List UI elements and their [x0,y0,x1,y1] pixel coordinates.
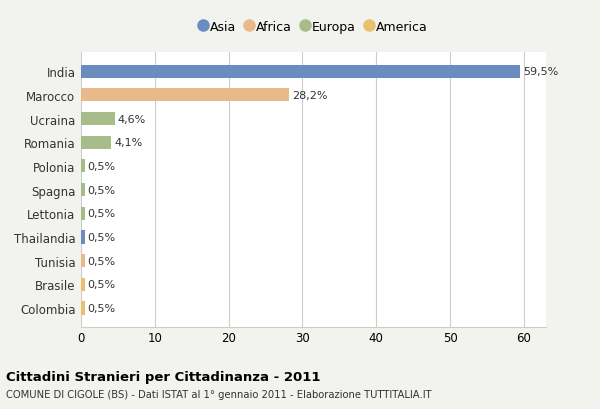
Bar [81,278,85,291]
Text: 0,5%: 0,5% [88,256,116,266]
Bar [81,254,85,267]
Bar [81,302,85,315]
Bar [81,160,85,173]
Text: 4,1%: 4,1% [114,138,142,148]
Bar [81,65,520,79]
Text: COMUNE DI CIGOLE (BS) - Dati ISTAT al 1° gennaio 2011 - Elaborazione TUTTITALIA.: COMUNE DI CIGOLE (BS) - Dati ISTAT al 1°… [6,389,431,399]
Text: 0,5%: 0,5% [88,232,116,243]
Bar [81,137,111,149]
Bar [81,113,115,126]
Text: 0,5%: 0,5% [88,185,116,195]
Text: Cittadini Stranieri per Cittadinanza - 2011: Cittadini Stranieri per Cittadinanza - 2… [6,370,320,383]
Text: 59,5%: 59,5% [523,67,559,77]
Bar [81,231,85,244]
Bar [81,89,289,102]
Text: 4,6%: 4,6% [118,115,146,124]
Text: 0,5%: 0,5% [88,162,116,171]
Text: 28,2%: 28,2% [292,91,328,101]
Text: 0,5%: 0,5% [88,280,116,290]
Bar [81,184,85,197]
Text: 0,5%: 0,5% [88,209,116,219]
Bar [81,207,85,220]
Text: 0,5%: 0,5% [88,303,116,313]
Legend: Asia, Africa, Europa, America: Asia, Africa, Europa, America [200,21,427,34]
